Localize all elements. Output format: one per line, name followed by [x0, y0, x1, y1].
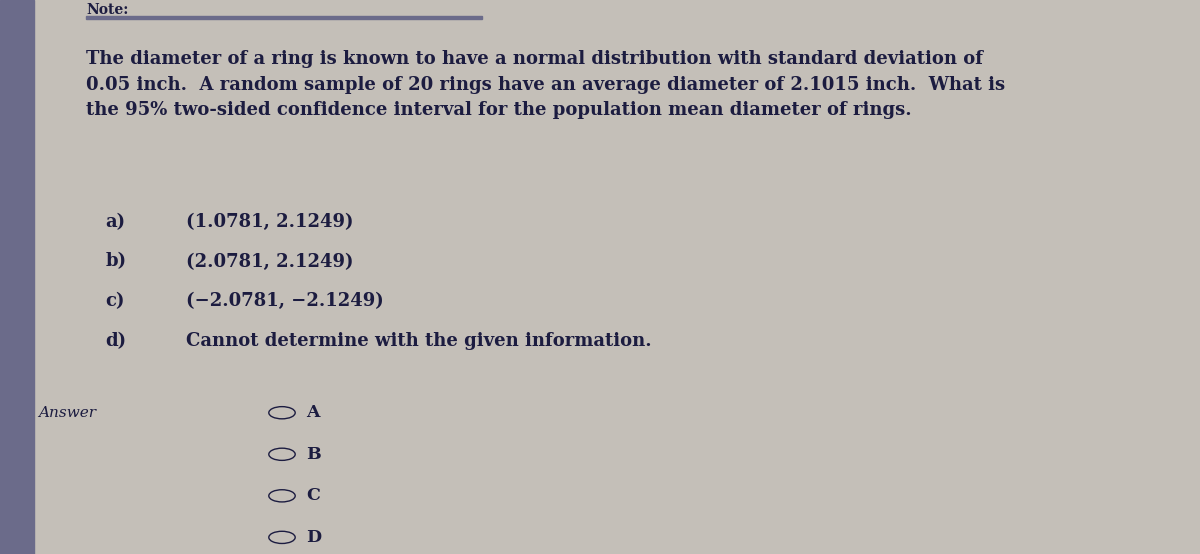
Text: (−2.0781, −2.1249): (−2.0781, −2.1249) — [186, 293, 384, 310]
Text: B: B — [306, 446, 320, 463]
Text: d): d) — [106, 332, 127, 350]
Text: Cannot determine with the given information.: Cannot determine with the given informat… — [186, 332, 652, 350]
Text: A: A — [306, 404, 319, 421]
Bar — [0, 0, 34, 554]
Text: Note:: Note: — [86, 3, 128, 17]
Text: a): a) — [106, 213, 126, 230]
Text: The diameter of a ring is known to have a normal distribution with standard devi: The diameter of a ring is known to have … — [86, 50, 1006, 119]
Bar — [86, 16, 482, 19]
Text: Answer: Answer — [38, 406, 96, 420]
Text: c): c) — [106, 293, 125, 310]
Text: D: D — [306, 529, 322, 546]
Text: C: C — [306, 488, 320, 504]
Text: (2.0781, 2.1249): (2.0781, 2.1249) — [186, 253, 354, 270]
Text: b): b) — [106, 253, 127, 270]
Text: (1.0781, 2.1249): (1.0781, 2.1249) — [186, 213, 354, 230]
